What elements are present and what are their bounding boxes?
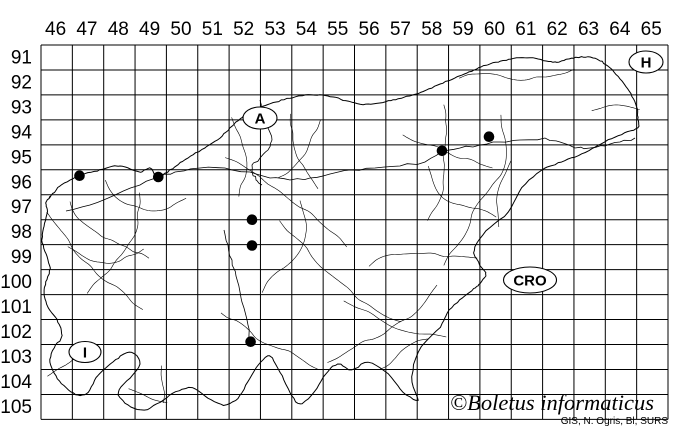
svg-text:103: 103 <box>0 347 32 368</box>
svg-text:54: 54 <box>296 19 318 40</box>
svg-text:101: 101 <box>0 297 32 318</box>
svg-text:I: I <box>83 344 87 361</box>
svg-text:51: 51 <box>202 19 223 40</box>
svg-text:99: 99 <box>11 247 32 268</box>
svg-text:46: 46 <box>45 19 66 40</box>
svg-text:H: H <box>641 54 652 71</box>
svg-text:97: 97 <box>11 197 32 218</box>
svg-text:55: 55 <box>327 19 348 40</box>
svg-text:CRO: CRO <box>513 272 547 289</box>
svg-text:56: 56 <box>359 19 380 40</box>
svg-text:63: 63 <box>578 19 599 40</box>
svg-text:98: 98 <box>11 222 32 243</box>
svg-text:59: 59 <box>453 19 474 40</box>
svg-text:96: 96 <box>11 172 32 193</box>
svg-text:57: 57 <box>390 19 411 40</box>
svg-text:53: 53 <box>264 19 285 40</box>
svg-text:102: 102 <box>0 322 32 343</box>
svg-text:49: 49 <box>139 19 160 40</box>
svg-text:48: 48 <box>108 19 129 40</box>
svg-text:100: 100 <box>0 272 32 293</box>
svg-text:92: 92 <box>11 72 32 93</box>
svg-text:50: 50 <box>170 19 191 40</box>
svg-text:93: 93 <box>11 97 32 118</box>
svg-text:GIS, N. Ogris, Bl, SURS: GIS, N. Ogris, Bl, SURS <box>561 416 669 427</box>
svg-text:65: 65 <box>641 19 662 40</box>
svg-text:94: 94 <box>11 122 33 143</box>
svg-text:52: 52 <box>233 19 254 40</box>
svg-text:©Boletus informaticus: ©Boletus informaticus <box>450 390 654 415</box>
svg-text:47: 47 <box>76 19 97 40</box>
svg-text:95: 95 <box>11 147 32 168</box>
svg-text:61: 61 <box>515 19 536 40</box>
svg-text:62: 62 <box>547 19 568 40</box>
svg-text:60: 60 <box>484 19 505 40</box>
svg-text:64: 64 <box>609 19 631 40</box>
svg-text:A: A <box>255 110 266 127</box>
svg-text:104: 104 <box>0 372 32 393</box>
svg-text:91: 91 <box>11 47 32 68</box>
svg-text:105: 105 <box>0 397 32 418</box>
svg-text:58: 58 <box>421 19 442 40</box>
